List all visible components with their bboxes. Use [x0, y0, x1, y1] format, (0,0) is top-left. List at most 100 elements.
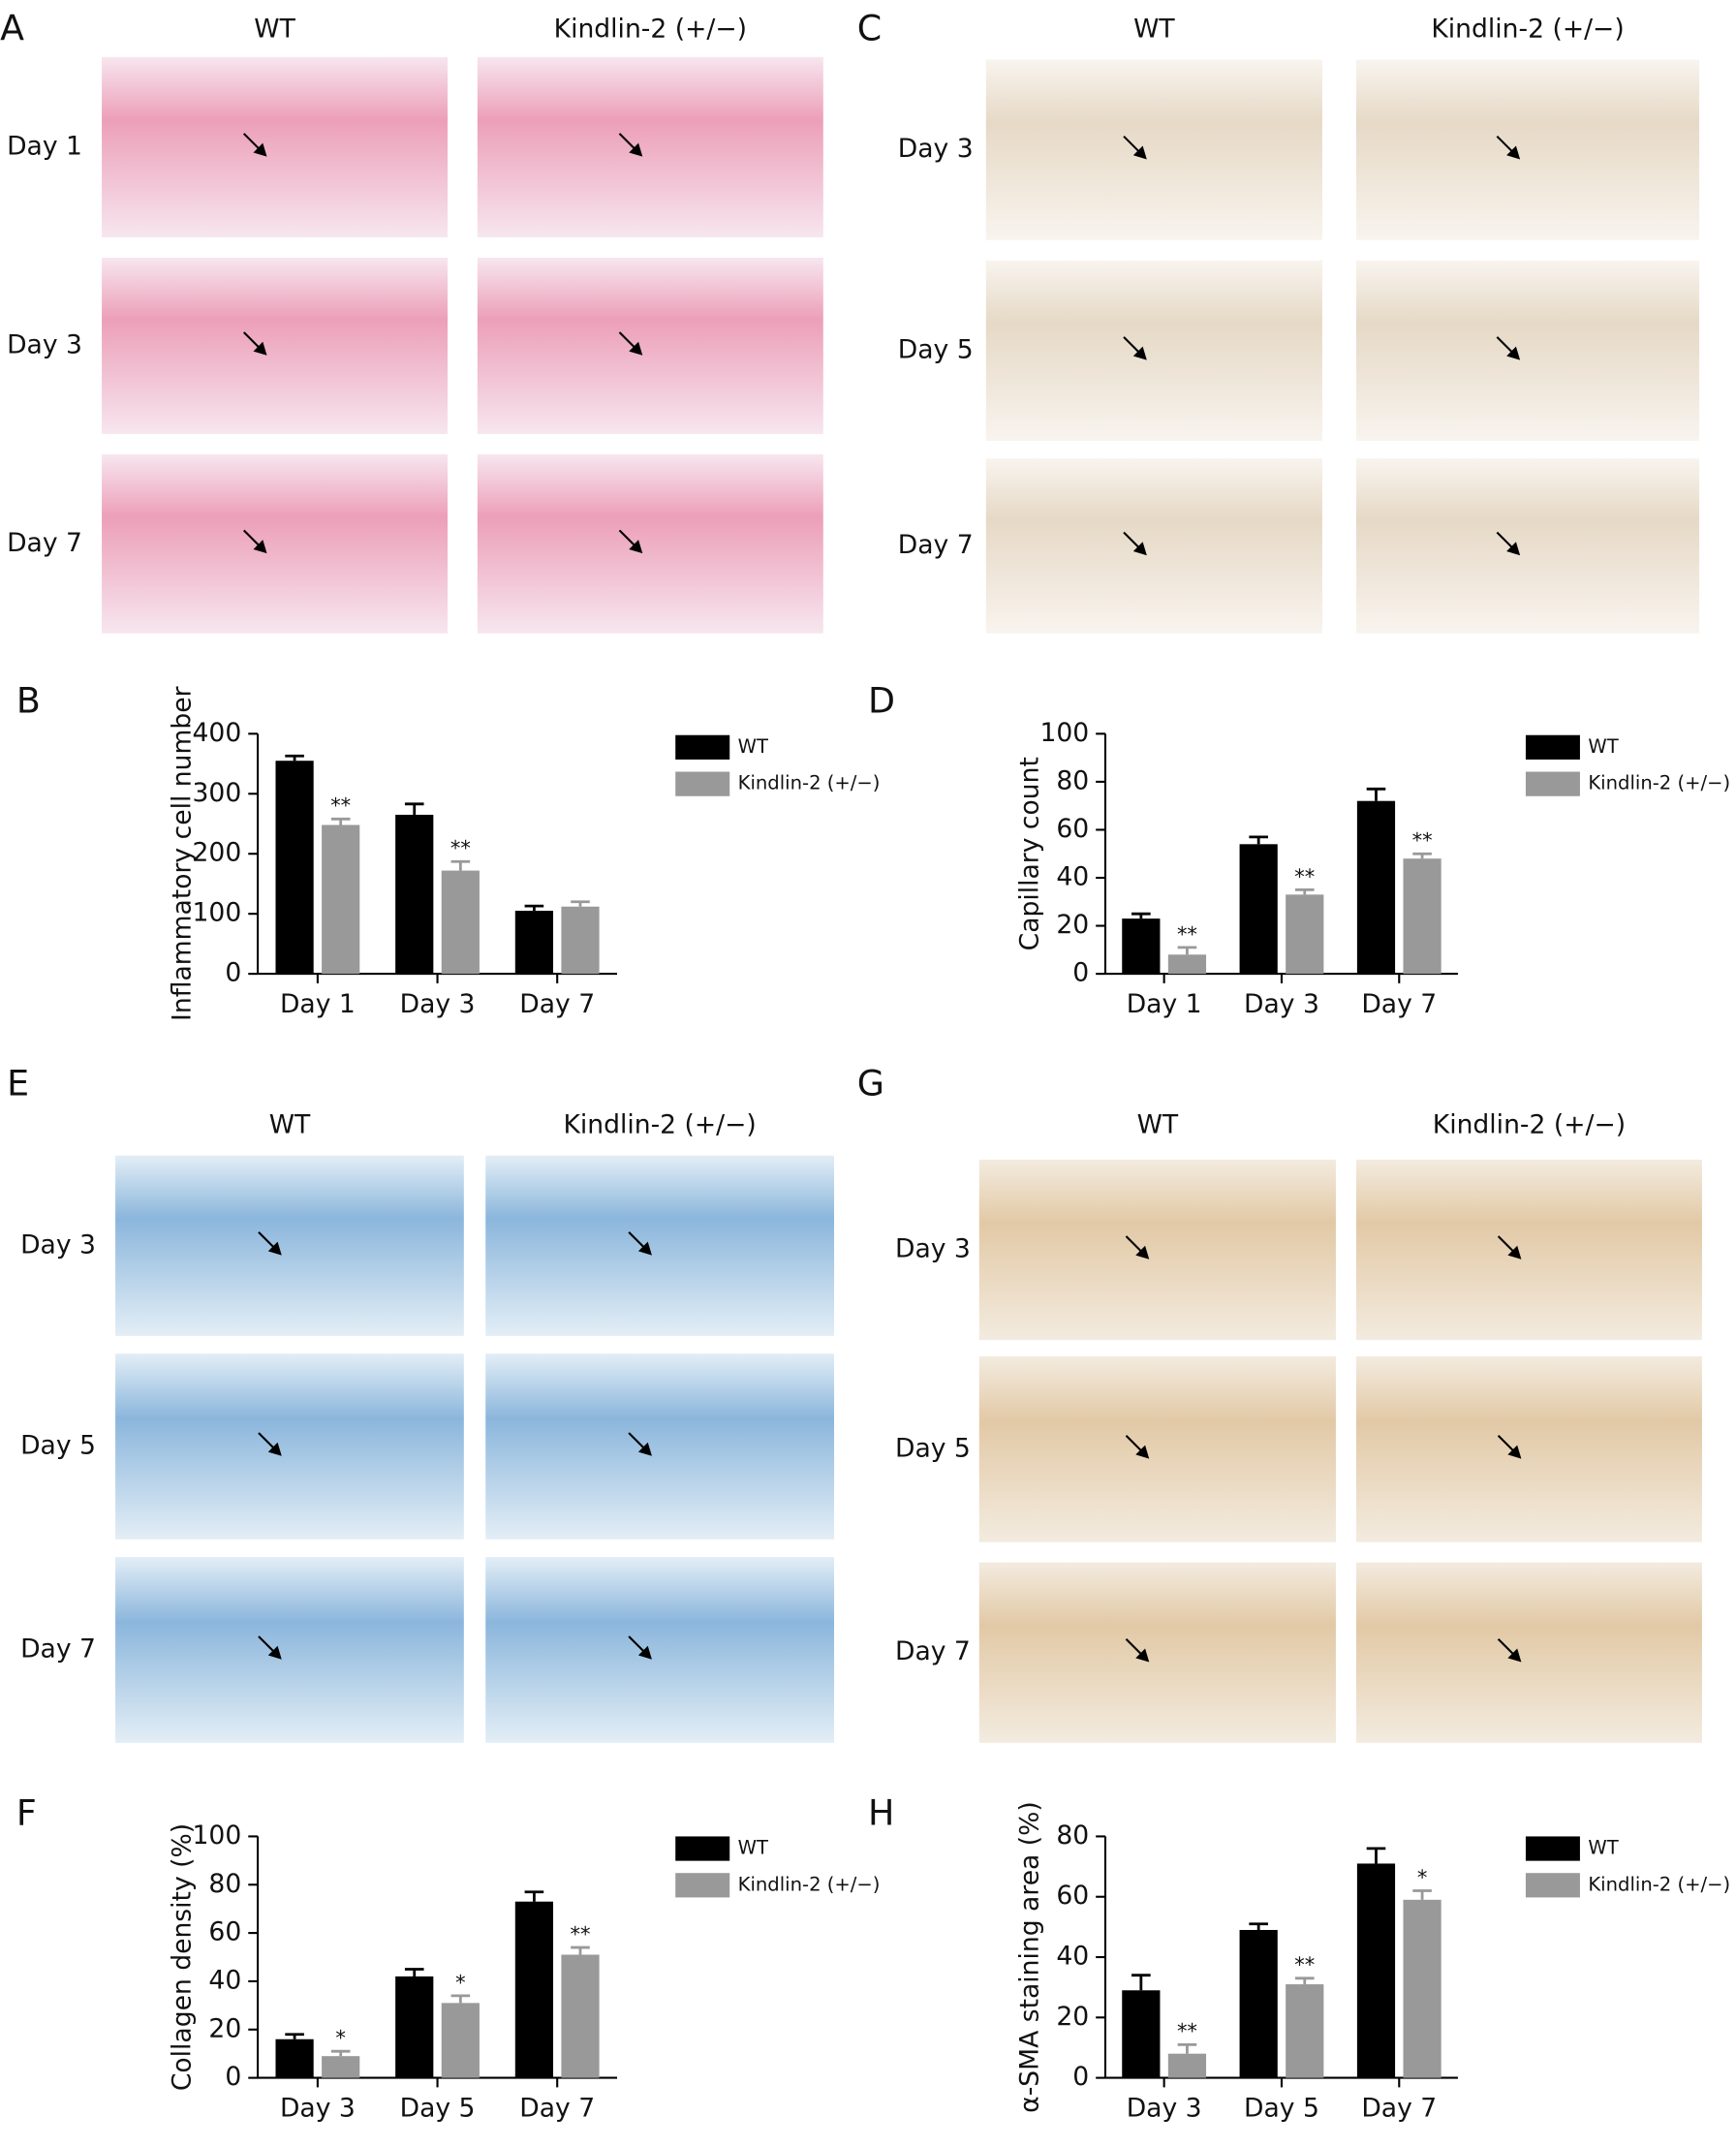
micrograph: [1355, 1562, 1702, 1743]
x-tick-label: Day 3: [280, 2093, 356, 2123]
bar: [441, 2003, 480, 2078]
arrow-head: [629, 142, 643, 157]
bar: [561, 906, 600, 975]
micrograph: [1355, 458, 1700, 634]
panel-letter: B: [16, 680, 41, 722]
y-tick-label: 20: [1056, 2002, 1089, 2032]
x-tick-label: Day 3: [400, 989, 476, 1019]
micrograph: [485, 1557, 835, 1743]
arrow-head: [267, 1645, 282, 1660]
legend-label: WT: [1588, 1837, 1619, 1859]
y-tick-label: 80: [208, 1869, 241, 1899]
x-tick-label: Day 1: [280, 989, 356, 1019]
legend-label: WT: [738, 735, 769, 758]
legend-label: Kindlin-2 (+/−): [738, 1873, 881, 1895]
panel-letter: F: [16, 1792, 37, 1834]
column-header: Kindlin-2 (+/−): [1433, 1109, 1626, 1139]
micrograph: [485, 1354, 835, 1540]
x-tick-label: Day 3: [1127, 2093, 1202, 2123]
micrograph: [985, 458, 1322, 634]
y-tick-label: 40: [1056, 861, 1089, 891]
micrograph: [102, 453, 449, 634]
micrograph: [1355, 260, 1700, 441]
micrograph: [102, 56, 449, 237]
arrow-head: [1135, 1648, 1150, 1663]
arrow-head: [1132, 145, 1147, 160]
arrow-head: [1506, 346, 1521, 360]
y-axis-label: α-SMA staining area (%): [1014, 1801, 1044, 2113]
micrograph: [477, 56, 823, 237]
micrograph: [485, 1155, 835, 1336]
significance: **: [1177, 2020, 1197, 2043]
micrograph: [978, 1355, 1336, 1542]
panel-letter: D: [868, 680, 895, 722]
panel-letter: E: [7, 1062, 29, 1104]
bar: [514, 1901, 553, 2078]
row-label: Day 7: [898, 530, 974, 560]
micrograph: [985, 260, 1322, 441]
y-tick-label: 20: [208, 2013, 241, 2043]
micrograph: [1355, 1159, 1702, 1341]
micrograph: [115, 1354, 464, 1540]
significance: **: [1294, 865, 1315, 888]
legend-swatch: [675, 1873, 730, 1898]
significance: *: [455, 1971, 465, 1994]
bar: [322, 2056, 360, 2078]
x-tick-label: Day 7: [519, 2093, 595, 2123]
bar: [395, 1976, 434, 2078]
micrograph: [1355, 1355, 1702, 1542]
bar: [275, 761, 314, 975]
legend-swatch: [1525, 771, 1580, 796]
legend-label: Kindlin-2 (+/−): [1588, 772, 1730, 794]
bar: [441, 870, 480, 975]
y-tick-label: 40: [208, 1965, 241, 1995]
bar: [1239, 1929, 1278, 2078]
bar: [1356, 1863, 1396, 2078]
significance: **: [1294, 1953, 1315, 1976]
micrograph: [115, 1155, 464, 1336]
y-tick-label: 20: [1056, 910, 1089, 940]
row-label: Day 3: [898, 134, 974, 164]
y-tick-label: 100: [193, 898, 242, 928]
micrograph: [985, 59, 1322, 240]
column-header: WT: [1137, 1109, 1179, 1139]
arrow-head: [637, 1241, 652, 1256]
y-tick-label: 40: [1056, 1942, 1089, 1972]
row-label: Day 3: [20, 1229, 96, 1260]
bar: [1403, 1899, 1442, 2078]
y-tick-label: 60: [208, 1917, 241, 1947]
arrow-head: [629, 540, 643, 554]
arrow-head: [1506, 542, 1521, 556]
column-header: Kindlin-2 (+/−): [563, 1109, 756, 1139]
legend-swatch: [675, 734, 730, 760]
legend-label: WT: [1588, 735, 1619, 758]
bar: [395, 814, 434, 975]
arrow-head: [1132, 346, 1147, 360]
micrograph: [477, 257, 823, 434]
column-header: WT: [269, 1109, 311, 1139]
bar: [275, 2038, 314, 2078]
micrograph: [115, 1557, 464, 1743]
arrow-head: [1135, 1445, 1150, 1459]
legend-swatch: [1525, 1836, 1580, 1861]
legend-swatch: [675, 1836, 730, 1861]
arrow-head: [267, 1442, 282, 1456]
bar: [561, 1954, 600, 2078]
x-tick-label: Day 7: [519, 989, 595, 1019]
arrow-head: [1135, 1245, 1150, 1260]
significance: **: [1412, 829, 1433, 853]
arrow-head: [253, 540, 267, 554]
arrow-head: [1132, 542, 1147, 556]
bar: [1167, 2053, 1207, 2078]
legend-swatch: [1525, 734, 1580, 760]
micrograph: [978, 1562, 1336, 1743]
bar: [1286, 894, 1324, 975]
y-tick-label: 0: [225, 958, 241, 988]
arrow-head: [253, 341, 267, 356]
micrograph: [978, 1159, 1336, 1341]
row-label: Day 7: [7, 528, 82, 558]
panel-letter: A: [0, 7, 24, 48]
x-tick-label: Day 1: [1127, 989, 1202, 1019]
bar: [1122, 918, 1161, 975]
